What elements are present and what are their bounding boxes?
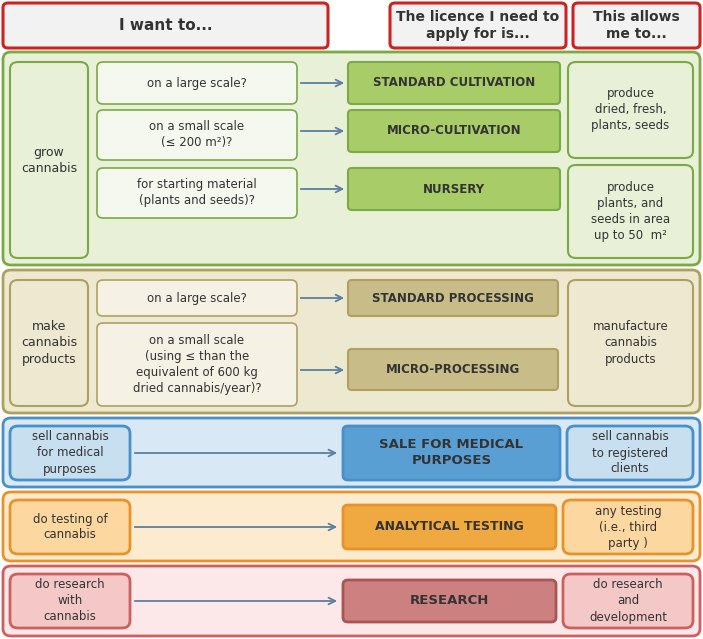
Text: STANDARD CULTIVATION: STANDARD CULTIVATION	[373, 77, 535, 89]
FancyBboxPatch shape	[3, 492, 700, 561]
FancyBboxPatch shape	[563, 574, 693, 628]
FancyBboxPatch shape	[348, 62, 560, 104]
FancyBboxPatch shape	[10, 280, 88, 406]
FancyBboxPatch shape	[343, 426, 560, 480]
FancyBboxPatch shape	[3, 52, 700, 265]
FancyBboxPatch shape	[567, 426, 693, 480]
Text: ANALYTICAL TESTING: ANALYTICAL TESTING	[375, 521, 524, 534]
Text: MICRO-CULTIVATION: MICRO-CULTIVATION	[387, 125, 522, 137]
Text: for starting material
(plants and seeds)?: for starting material (plants and seeds)…	[137, 178, 257, 208]
FancyBboxPatch shape	[10, 426, 130, 480]
FancyBboxPatch shape	[348, 280, 558, 316]
Text: produce
dried, fresh,
plants, seeds: produce dried, fresh, plants, seeds	[591, 88, 670, 132]
FancyBboxPatch shape	[10, 500, 130, 554]
FancyBboxPatch shape	[563, 500, 693, 554]
FancyBboxPatch shape	[3, 270, 700, 413]
Text: RESEARCH: RESEARCH	[410, 594, 489, 608]
FancyBboxPatch shape	[343, 580, 556, 622]
Text: SALE FOR MEDICAL
PURPOSES: SALE FOR MEDICAL PURPOSES	[380, 438, 524, 468]
FancyBboxPatch shape	[3, 3, 328, 48]
FancyBboxPatch shape	[3, 566, 700, 636]
Text: do testing of
cannabis: do testing of cannabis	[32, 512, 108, 541]
FancyBboxPatch shape	[97, 110, 297, 160]
Text: sell cannabis
to registered
clients: sell cannabis to registered clients	[592, 431, 669, 475]
FancyBboxPatch shape	[348, 168, 560, 210]
FancyBboxPatch shape	[10, 62, 88, 258]
Text: on a large scale?: on a large scale?	[147, 77, 247, 89]
FancyBboxPatch shape	[343, 505, 556, 549]
FancyBboxPatch shape	[390, 3, 566, 48]
Text: MICRO-PROCESSING: MICRO-PROCESSING	[386, 363, 520, 376]
Text: make
cannabis
products: make cannabis products	[21, 321, 77, 366]
FancyBboxPatch shape	[3, 418, 700, 487]
FancyBboxPatch shape	[568, 280, 693, 406]
FancyBboxPatch shape	[97, 168, 297, 218]
FancyBboxPatch shape	[348, 110, 560, 152]
FancyBboxPatch shape	[568, 165, 693, 258]
FancyBboxPatch shape	[97, 62, 297, 104]
Text: sell cannabis
for medical
purposes: sell cannabis for medical purposes	[32, 431, 108, 475]
FancyBboxPatch shape	[573, 3, 700, 48]
Text: do research
with
cannabis: do research with cannabis	[35, 578, 105, 624]
Text: STANDARD PROCESSING: STANDARD PROCESSING	[372, 291, 534, 305]
Text: I want to...: I want to...	[119, 18, 212, 33]
FancyBboxPatch shape	[348, 349, 558, 390]
Text: on a small scale
(using ≤ than the
equivalent of 600 kg
dried cannabis/year)?: on a small scale (using ≤ than the equiv…	[133, 334, 262, 395]
Text: grow
cannabis: grow cannabis	[21, 146, 77, 174]
Text: on a large scale?: on a large scale?	[147, 291, 247, 305]
Text: do research
and
development: do research and development	[589, 578, 667, 624]
Text: This allows
me to...: This allows me to...	[593, 10, 680, 41]
Text: The licence I need to
apply for is...: The licence I need to apply for is...	[396, 10, 560, 41]
FancyBboxPatch shape	[97, 280, 297, 316]
Text: NURSERY: NURSERY	[423, 183, 485, 196]
Text: produce
plants, and
seeds in area
up to 50  m²: produce plants, and seeds in area up to …	[591, 181, 670, 242]
Text: any testing
(i.e., third
party ): any testing (i.e., third party )	[595, 505, 662, 550]
FancyBboxPatch shape	[97, 323, 297, 406]
Text: manufacture
cannabis
products: manufacture cannabis products	[593, 321, 669, 366]
FancyBboxPatch shape	[10, 574, 130, 628]
FancyBboxPatch shape	[568, 62, 693, 158]
Text: on a small scale
(≤ 200 m²)?: on a small scale (≤ 200 m²)?	[150, 121, 245, 150]
